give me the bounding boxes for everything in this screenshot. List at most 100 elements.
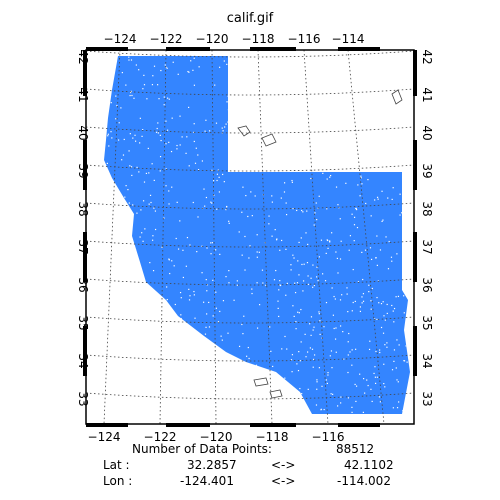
speckle-dot [111,137,112,138]
speckle-dot [194,294,195,295]
speckle-dot [178,248,179,249]
speckle-dot [241,116,242,117]
speckle-dot [117,211,118,212]
speckle-dot [371,153,372,154]
speckle-dot [305,356,306,357]
speckle-dot [360,176,361,177]
speckle-dot [256,132,257,133]
speckle-dot [227,121,228,122]
speckle-dot [143,398,144,399]
speckle-dot [366,379,367,380]
frame-bar [86,423,128,427]
frame-bar [413,140,417,190]
speckle-dot [353,170,354,171]
speckle-dot [316,379,317,380]
speckle-dot [246,383,247,384]
speckle-dot [278,135,279,136]
speckle-dot [269,101,270,102]
speckle-dot [340,402,341,403]
speckle-dot [246,356,247,357]
speckle-dot [404,97,405,98]
speckle-dot [108,375,109,376]
speckle-dot [251,293,252,294]
speckle-dot [316,219,317,220]
speckle-dot [321,139,322,140]
speckle-dot [229,223,230,224]
speckle-dot [138,171,139,172]
speckle-dot [259,304,260,305]
speckle-dot [153,270,154,271]
speckle-dot [107,135,108,136]
speckle-dot [115,275,116,276]
speckle-dot [214,406,215,407]
speckle-dot [313,72,314,73]
speckle-dot [365,250,366,251]
speckle-dot [374,366,375,367]
speckle-dot [388,268,389,269]
speckle-dot [398,296,399,297]
speckle-dot [262,116,263,117]
speckle-dot [349,351,350,352]
speckle-dot [319,256,320,257]
speckle-dot [245,195,246,196]
speckle-dot [355,145,356,146]
speckle-dot [296,210,297,211]
speckle-dot [329,240,330,241]
speckle-dot [313,327,314,328]
speckle-dot [405,129,406,130]
speckle-dot [154,180,155,181]
speckle-dot [225,276,226,277]
speckle-dot [209,326,210,327]
speckle-dot [374,141,375,142]
speckle-dot [257,368,258,369]
speckle-dot [355,301,356,302]
right-tick-label: 36 [420,277,434,292]
speckle-dot [235,393,236,394]
speckle-dot [248,358,249,359]
speckle-dot [238,167,239,168]
speckle-dot [306,211,307,212]
speckle-dot [108,145,109,146]
speckle-dot [337,204,338,205]
speckle-dot [278,316,279,317]
speckle-dot [359,374,360,375]
speckle-dot [241,155,242,156]
speckle-dot [341,294,342,295]
speckle-dot [351,407,352,408]
speckle-dot [367,124,368,125]
speckle-dot [378,199,379,200]
speckle-dot [321,146,322,147]
frame-bar [338,47,380,51]
speckle-dot [327,374,328,375]
speckle-dot [196,148,197,149]
speckle-dot [178,74,179,75]
speckle-dot [257,327,258,328]
speckle-dot [339,171,340,172]
speckle-dot [269,326,270,327]
speckle-dot [367,165,368,166]
speckle-dot [340,396,341,397]
speckle-dot [189,299,190,300]
speckle-dot [216,180,217,181]
speckle-dot [135,395,136,396]
speckle-dot [171,260,172,261]
speckle-dot [168,258,169,259]
speckle-dot [340,325,341,326]
speckle-dot [363,378,364,379]
speckle-dot [359,195,360,196]
speckle-dot [408,83,409,84]
speckle-dot [321,386,322,387]
right-tick-label: 41 [420,87,434,102]
speckle-dot [386,347,387,348]
speckle-dot [362,279,363,280]
speckle-dot [291,359,292,360]
speckle-dot [374,199,375,200]
speckle-dot [298,274,299,275]
speckle-dot [238,364,239,365]
speckle-dot [350,235,351,236]
speckle-dot [128,59,129,60]
speckle-dot [131,95,132,96]
speckle-dot [375,351,376,352]
speckle-dot [377,197,378,198]
speckle-dot [312,349,313,350]
